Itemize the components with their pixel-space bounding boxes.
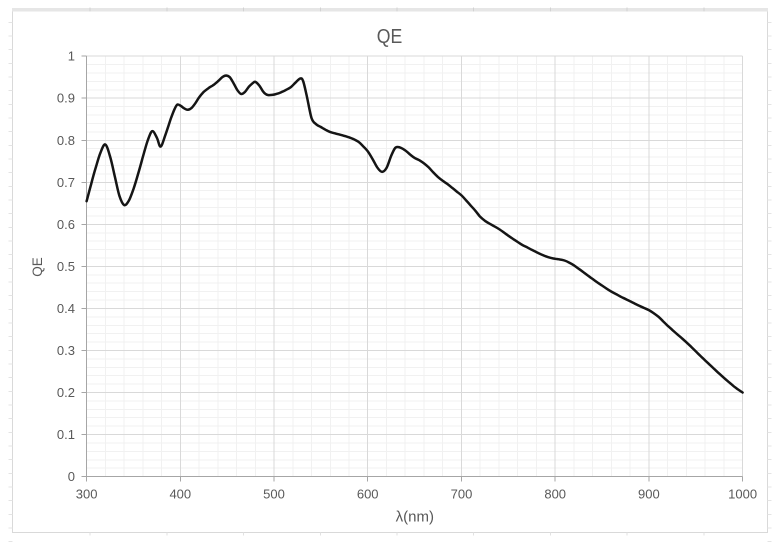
svg-text:300: 300 xyxy=(76,487,98,502)
svg-text:0.8: 0.8 xyxy=(57,133,75,148)
svg-text:QE: QE xyxy=(377,26,403,48)
svg-text:0.1: 0.1 xyxy=(57,427,75,442)
svg-text:0.9: 0.9 xyxy=(57,91,75,106)
svg-text:λ(nm): λ(nm) xyxy=(396,509,434,526)
svg-text:500: 500 xyxy=(263,487,285,502)
svg-text:0.6: 0.6 xyxy=(57,217,75,232)
svg-text:600: 600 xyxy=(357,487,379,502)
svg-text:0.7: 0.7 xyxy=(57,175,75,190)
svg-text:1000: 1000 xyxy=(728,487,757,502)
svg-text:0.2: 0.2 xyxy=(57,385,75,400)
svg-text:1: 1 xyxy=(68,49,75,64)
svg-text:700: 700 xyxy=(451,487,473,502)
svg-text:400: 400 xyxy=(169,487,191,502)
svg-text:QE: QE xyxy=(30,257,45,277)
svg-text:0.4: 0.4 xyxy=(57,301,75,316)
svg-text:0.3: 0.3 xyxy=(57,343,75,358)
svg-text:0.5: 0.5 xyxy=(57,259,75,274)
svg-text:0: 0 xyxy=(68,469,75,484)
svg-text:800: 800 xyxy=(544,487,566,502)
svg-text:900: 900 xyxy=(638,487,660,502)
